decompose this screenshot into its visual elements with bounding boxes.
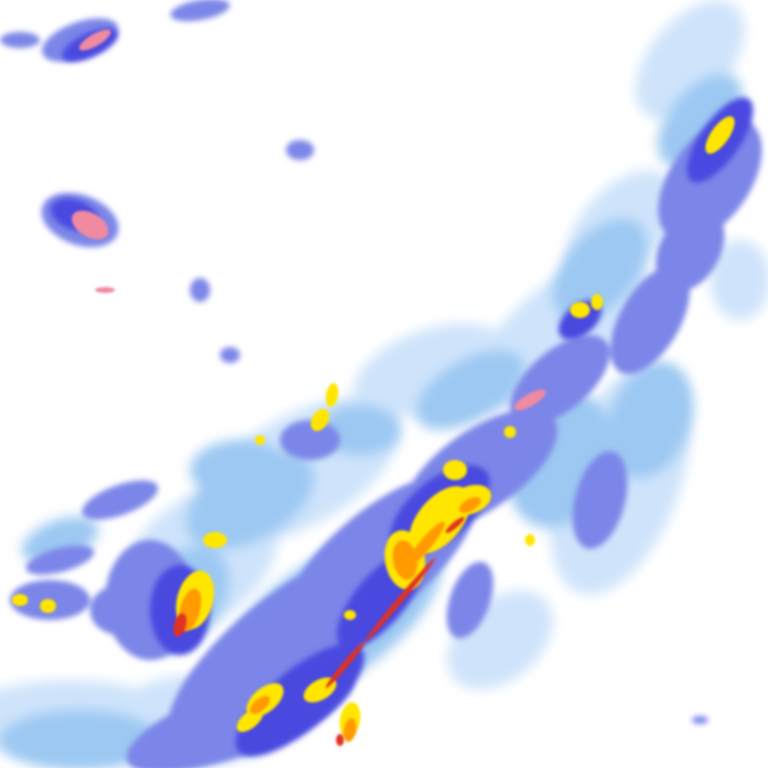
heavy-echo	[203, 532, 227, 548]
very-heavy-echo	[250, 696, 270, 714]
moderate-echo	[220, 347, 240, 363]
heavy-echo	[310, 408, 330, 432]
strong-echo	[558, 300, 602, 340]
light-echo	[320, 405, 400, 455]
light-echo	[190, 440, 290, 500]
clutter-echo	[514, 389, 546, 411]
strong-echo	[235, 643, 365, 757]
very-heavy-echo	[459, 497, 481, 513]
heavy-echo	[570, 302, 590, 318]
heavy-echo	[255, 435, 265, 445]
heavy-echo	[12, 594, 28, 606]
light-echo	[635, 0, 745, 120]
heavy-echo	[705, 116, 735, 154]
clutter-echoes	[71, 29, 546, 411]
heavy-echo	[344, 610, 356, 620]
extreme-echo	[325, 641, 365, 689]
heavy-echo	[236, 708, 264, 732]
light-echo	[0, 710, 160, 768]
clutter-echo	[95, 287, 115, 293]
extreme-echo	[173, 613, 187, 637]
moderate-echo	[26, 545, 94, 575]
light-echo	[447, 590, 553, 690]
very-heavy-echo	[343, 718, 357, 742]
light-echo	[657, 73, 743, 167]
moderate-echo	[286, 140, 314, 160]
moderate-echo	[610, 265, 690, 375]
extreme-precip-cores	[173, 516, 465, 746]
extreme-echo	[364, 557, 436, 643]
moderate-echo	[692, 716, 708, 724]
moderate-echo	[0, 32, 40, 48]
light-echo	[553, 218, 647, 322]
heavy-echo	[325, 383, 339, 407]
moderate-echo	[190, 278, 210, 302]
moderate-echo	[280, 420, 340, 460]
light-echo	[415, 350, 525, 430]
extreme-echo	[336, 734, 344, 746]
heavy-echo	[443, 460, 467, 480]
very-heavy-echo	[405, 521, 445, 569]
light-echo	[607, 361, 693, 479]
light-precip	[0, 73, 743, 768]
heavy-echo	[591, 294, 603, 310]
clutter-echo	[71, 210, 109, 240]
heavy-echo	[504, 426, 516, 438]
moderate-echo	[572, 451, 628, 549]
extreme-echo	[445, 516, 465, 534]
moderate-echo	[655, 208, 725, 292]
light-echo	[710, 240, 768, 320]
moderate-echo	[82, 480, 158, 520]
clutter-echo	[79, 29, 111, 51]
heavy-echo	[40, 599, 56, 613]
moderate-echo	[90, 585, 150, 635]
heavy-echo	[525, 534, 535, 546]
very-heavy-echo	[392, 540, 418, 580]
moderate-echo	[446, 561, 494, 639]
moderate-echo	[170, 0, 230, 22]
